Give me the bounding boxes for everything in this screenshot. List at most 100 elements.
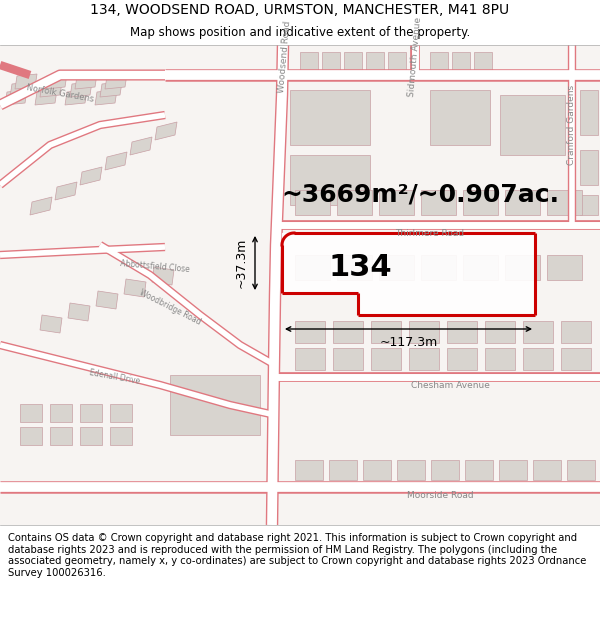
Bar bbox=[499, 460, 527, 480]
Bar bbox=[447, 321, 477, 343]
Polygon shape bbox=[70, 82, 92, 97]
Bar bbox=[295, 348, 325, 370]
Text: Norfolk Gardens: Norfolk Gardens bbox=[26, 82, 94, 103]
Bar bbox=[485, 321, 515, 343]
Polygon shape bbox=[65, 90, 87, 105]
Polygon shape bbox=[40, 315, 62, 333]
Bar bbox=[463, 255, 498, 280]
Text: ~117.3m: ~117.3m bbox=[379, 336, 437, 349]
Bar bbox=[110, 404, 132, 422]
Bar bbox=[505, 190, 540, 215]
Text: Thirlmere Road: Thirlmere Road bbox=[395, 229, 464, 238]
Bar bbox=[533, 460, 561, 480]
Bar bbox=[50, 427, 72, 445]
Bar bbox=[363, 460, 391, 480]
Bar bbox=[580, 150, 598, 185]
Bar bbox=[329, 460, 357, 480]
Polygon shape bbox=[10, 82, 32, 97]
Text: Edenall Drive: Edenall Drive bbox=[89, 368, 141, 386]
Polygon shape bbox=[105, 152, 127, 170]
Polygon shape bbox=[15, 74, 37, 89]
Text: Chesham Avenue: Chesham Avenue bbox=[410, 381, 490, 389]
Polygon shape bbox=[5, 90, 27, 105]
Bar bbox=[452, 52, 470, 70]
Text: Sidmouth Avenue: Sidmouth Avenue bbox=[407, 17, 423, 98]
Bar bbox=[580, 90, 598, 135]
Bar bbox=[430, 90, 490, 145]
Bar bbox=[50, 404, 72, 422]
Bar bbox=[379, 255, 414, 280]
Polygon shape bbox=[45, 74, 67, 89]
Text: Woodsend Road: Woodsend Road bbox=[277, 21, 293, 94]
Bar bbox=[547, 190, 582, 215]
Polygon shape bbox=[55, 182, 77, 200]
Polygon shape bbox=[100, 82, 122, 97]
Bar bbox=[567, 460, 595, 480]
Polygon shape bbox=[40, 82, 62, 97]
Text: Abbottsfield Close: Abbottsfield Close bbox=[120, 259, 190, 274]
Bar bbox=[295, 321, 325, 343]
Polygon shape bbox=[155, 122, 177, 140]
Bar bbox=[344, 52, 362, 70]
Bar bbox=[580, 195, 598, 215]
Bar bbox=[523, 321, 553, 343]
Bar bbox=[337, 190, 372, 215]
Bar bbox=[295, 460, 323, 480]
Polygon shape bbox=[105, 74, 127, 89]
Polygon shape bbox=[152, 267, 174, 285]
Bar bbox=[366, 52, 384, 70]
Bar bbox=[170, 375, 260, 435]
Text: Map shows position and indicative extent of the property.: Map shows position and indicative extent… bbox=[130, 26, 470, 39]
Bar bbox=[333, 321, 363, 343]
Bar bbox=[500, 95, 565, 155]
Bar bbox=[333, 348, 363, 370]
Polygon shape bbox=[68, 303, 90, 321]
Text: 134, WOODSEND ROAD, URMSTON, MANCHESTER, M41 8PU: 134, WOODSEND ROAD, URMSTON, MANCHESTER,… bbox=[91, 3, 509, 17]
Bar bbox=[388, 52, 406, 70]
Bar bbox=[505, 255, 540, 280]
Text: ~37.3m: ~37.3m bbox=[235, 238, 248, 288]
Bar bbox=[409, 348, 439, 370]
Text: ~3669m²/~0.907ac.: ~3669m²/~0.907ac. bbox=[281, 183, 559, 207]
Bar bbox=[371, 348, 401, 370]
Bar bbox=[430, 52, 448, 70]
Polygon shape bbox=[75, 74, 97, 89]
Bar bbox=[463, 190, 498, 215]
Polygon shape bbox=[95, 90, 117, 105]
Polygon shape bbox=[96, 291, 118, 309]
Bar bbox=[474, 52, 492, 70]
Text: 134: 134 bbox=[328, 253, 392, 281]
Bar bbox=[485, 348, 515, 370]
Polygon shape bbox=[124, 279, 146, 297]
Bar bbox=[290, 155, 370, 205]
Bar bbox=[379, 190, 414, 215]
Bar bbox=[447, 348, 477, 370]
Bar bbox=[20, 404, 42, 422]
Polygon shape bbox=[130, 137, 152, 155]
Bar bbox=[561, 348, 591, 370]
Bar bbox=[431, 460, 459, 480]
Bar bbox=[110, 427, 132, 445]
Bar bbox=[561, 321, 591, 343]
Bar bbox=[465, 460, 493, 480]
Bar bbox=[409, 321, 439, 343]
Bar bbox=[322, 52, 340, 70]
Polygon shape bbox=[35, 90, 57, 105]
Text: Moorside Road: Moorside Road bbox=[407, 491, 473, 499]
Bar bbox=[80, 404, 102, 422]
Polygon shape bbox=[30, 197, 52, 215]
Bar bbox=[421, 190, 456, 215]
Bar bbox=[371, 321, 401, 343]
Bar bbox=[547, 255, 582, 280]
Bar bbox=[20, 427, 42, 445]
Bar bbox=[337, 255, 372, 280]
Bar bbox=[300, 52, 318, 70]
Bar bbox=[397, 460, 425, 480]
Text: Cranford Gardens: Cranford Gardens bbox=[568, 85, 577, 165]
Text: Contains OS data © Crown copyright and database right 2021. This information is : Contains OS data © Crown copyright and d… bbox=[8, 533, 586, 578]
Bar bbox=[421, 255, 456, 280]
Text: Woodbridge Road: Woodbridge Road bbox=[138, 288, 202, 326]
Polygon shape bbox=[80, 167, 102, 185]
Polygon shape bbox=[282, 233, 535, 315]
Bar bbox=[295, 190, 330, 215]
